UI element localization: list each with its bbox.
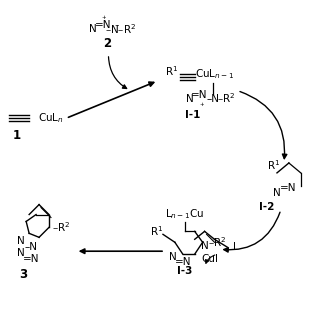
- Text: I-2: I-2: [260, 202, 275, 212]
- Text: –R$^2$: –R$^2$: [217, 92, 236, 105]
- Text: N: N: [169, 252, 177, 262]
- Text: CuL$_{n-1}$: CuL$_{n-1}$: [195, 67, 234, 81]
- Text: N: N: [89, 24, 96, 34]
- Text: 3: 3: [19, 268, 27, 281]
- Text: –N: –N: [206, 93, 219, 104]
- Text: R$^1$: R$^1$: [150, 224, 163, 238]
- Text: =N: =N: [23, 254, 39, 264]
- Text: =N: =N: [191, 90, 208, 100]
- Text: $^-$: $^-$: [113, 22, 120, 31]
- Text: CuI: CuI: [201, 254, 218, 264]
- Text: $^+$: $^+$: [100, 15, 107, 24]
- Text: –N–R$^2$: –N–R$^2$: [105, 22, 136, 36]
- Text: N: N: [17, 248, 25, 258]
- Text: I-3: I-3: [177, 266, 192, 276]
- Text: –R$^2$: –R$^2$: [208, 236, 227, 249]
- Text: =N: =N: [280, 183, 296, 193]
- Text: R$^1$: R$^1$: [165, 64, 178, 78]
- Text: –R$^2$: –R$^2$: [52, 220, 70, 234]
- Text: –N: –N: [25, 242, 38, 252]
- Text: I-1: I-1: [185, 110, 200, 120]
- Text: N: N: [273, 188, 281, 198]
- Text: I: I: [233, 242, 236, 252]
- Text: N: N: [17, 236, 25, 246]
- Text: N: N: [201, 241, 209, 251]
- Text: =N: =N: [174, 257, 191, 267]
- Text: R$^1$: R$^1$: [267, 158, 280, 172]
- Text: CuL$_n$: CuL$_n$: [38, 111, 64, 125]
- Text: =N: =N: [95, 20, 112, 30]
- Text: L$_{n-1}$Cu: L$_{n-1}$Cu: [165, 208, 204, 221]
- Text: N: N: [186, 93, 194, 104]
- Text: $^+$: $^+$: [198, 102, 205, 111]
- Text: 2: 2: [103, 36, 112, 50]
- Text: 1: 1: [13, 129, 21, 142]
